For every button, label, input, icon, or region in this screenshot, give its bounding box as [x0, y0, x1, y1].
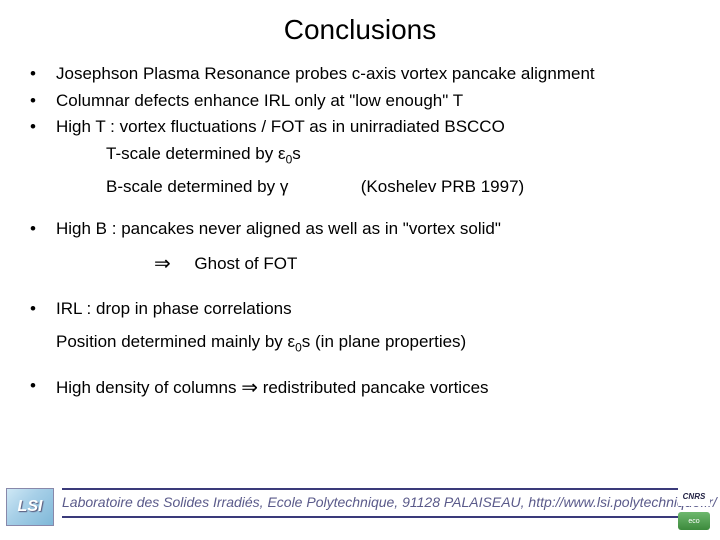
lsi-logo: LSI	[6, 488, 54, 526]
implies-arrow: ⇒	[154, 250, 171, 279]
cnrs-logo: CNRS	[678, 486, 710, 506]
slide-title: Conclusions	[0, 0, 720, 62]
bullet-3: • High T : vortex fluctuations / FOT as …	[30, 115, 696, 140]
slide-content: • Josephson Plasma Resonance probes c-ax…	[0, 62, 720, 403]
bullet-4: • High B : pancakes never aligned as wel…	[30, 217, 696, 242]
bullet-4-sub: ⇒ Ghost of FOT	[154, 250, 696, 279]
bullet-mark: •	[30, 297, 56, 322]
implies-arrow: ⇒	[241, 374, 258, 403]
bullet-6: • High density of columns ⇒ redistribute…	[30, 374, 696, 403]
bullet-2: • Columnar defects enhance IRL only at "…	[30, 89, 696, 114]
bullet-text: Columnar defects enhance IRL only at "lo…	[56, 89, 696, 114]
footer-divider-bottom	[62, 516, 700, 518]
citation: (Koshelev PRB 1997)	[361, 177, 524, 196]
t-scale-text: T-scale determined by	[106, 144, 278, 163]
bullet-text: Josephson Plasma Resonance probes c-axis…	[56, 62, 696, 87]
epsilon-symbol: ε	[278, 144, 286, 163]
bullet-text: IRL : drop in phase correlations	[56, 297, 696, 322]
b-scale-text: B-scale determined by	[106, 177, 280, 196]
bullet-3-sub2: B-scale determined by γ (Koshelev PRB 19…	[106, 175, 696, 200]
bullet-mark: •	[30, 217, 56, 242]
bullet-text: High density of columns ⇒ redistributed …	[56, 374, 696, 403]
epsilon-symbol: ε	[288, 332, 296, 351]
eco-logo: eco	[678, 512, 710, 530]
bullet-mark: •	[30, 115, 56, 140]
bullet-text: High B : pancakes never aligned as well …	[56, 217, 696, 242]
bullet-1: • Josephson Plasma Resonance probes c-ax…	[30, 62, 696, 87]
gamma-symbol: γ	[280, 177, 289, 196]
bullet-mark: •	[30, 374, 56, 403]
ghost-text: Ghost of FOT	[194, 254, 297, 273]
footer-lab-text: Laboratoire des Solides Irradiés, Ecole …	[62, 494, 717, 510]
s-inplane-text: s (in plane properties)	[302, 332, 466, 351]
position-text: Position determined mainly by	[56, 332, 288, 351]
b6-text-b: redistributed pancake vortices	[258, 378, 489, 397]
bullet-5: • IRL : drop in phase correlations	[30, 297, 696, 322]
footer-divider-top	[62, 488, 700, 490]
bullet-text: High T : vortex fluctuations / FOT as in…	[56, 115, 696, 140]
b6-text-a: High density of columns	[56, 378, 241, 397]
bullet-5-sub: Position determined mainly by ε0s (in pl…	[56, 330, 696, 357]
bullet-3-sub1: T-scale determined by ε0s	[106, 142, 696, 169]
slide-footer: Laboratoire des Solides Irradiés, Ecole …	[0, 476, 720, 540]
s-text: s	[292, 144, 301, 163]
bullet-mark: •	[30, 62, 56, 87]
subscript-zero: 0	[295, 340, 302, 354]
bullet-mark: •	[30, 89, 56, 114]
